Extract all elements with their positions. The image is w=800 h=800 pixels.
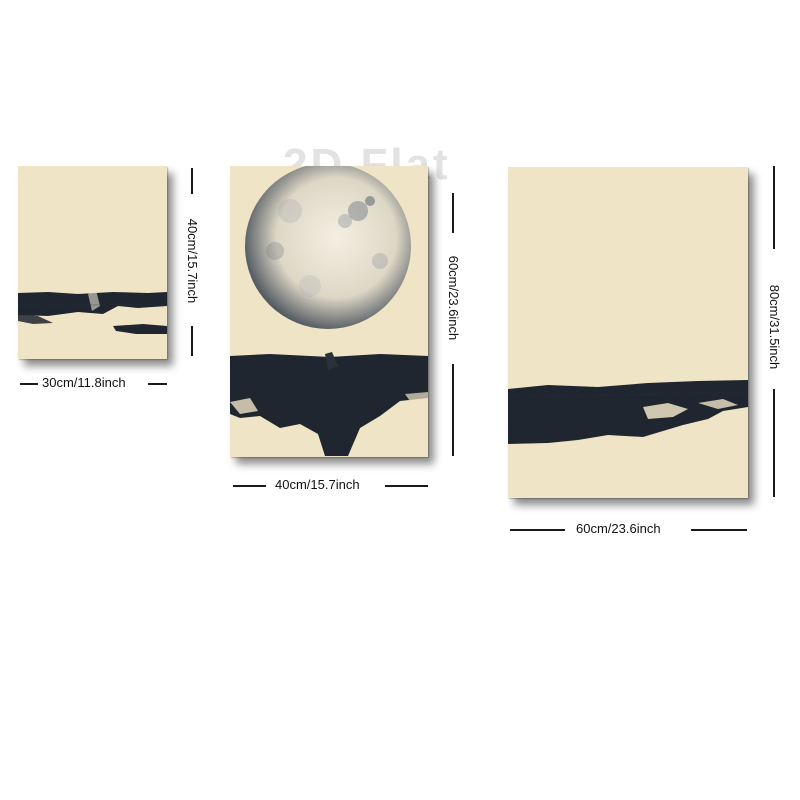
height-line-medium	[452, 193, 454, 233]
height-line-small	[191, 326, 193, 356]
moon-icon	[245, 166, 411, 329]
width-line-medium	[385, 485, 428, 487]
height-label-small: 40cm/15.7inch	[185, 218, 200, 304]
height-label-medium: 60cm/23.6inch	[446, 255, 461, 341]
width-line-medium	[233, 485, 266, 487]
height-line-large	[773, 166, 775, 249]
height-label-large: 80cm/31.5inch	[767, 284, 782, 370]
width-line-large	[691, 529, 747, 531]
width-label-small: 30cm/11.8inch	[42, 375, 126, 390]
moon-ink-painting	[230, 166, 428, 456]
canvas-print-small	[18, 166, 167, 359]
width-line-small	[148, 383, 167, 385]
width-label-large: 60cm/23.6inch	[576, 521, 661, 536]
canvas-print-medium	[230, 166, 428, 457]
width-line-small	[20, 383, 38, 385]
canvas-print-large	[508, 167, 748, 498]
ink-horizon-painting	[508, 380, 748, 444]
width-label-medium: 40cm/15.7inch	[275, 477, 360, 492]
ink-horizon-painting	[18, 290, 167, 334]
width-line-large	[510, 529, 565, 531]
height-line-small	[191, 168, 193, 194]
height-line-medium	[452, 364, 454, 456]
height-line-large	[773, 389, 775, 497]
